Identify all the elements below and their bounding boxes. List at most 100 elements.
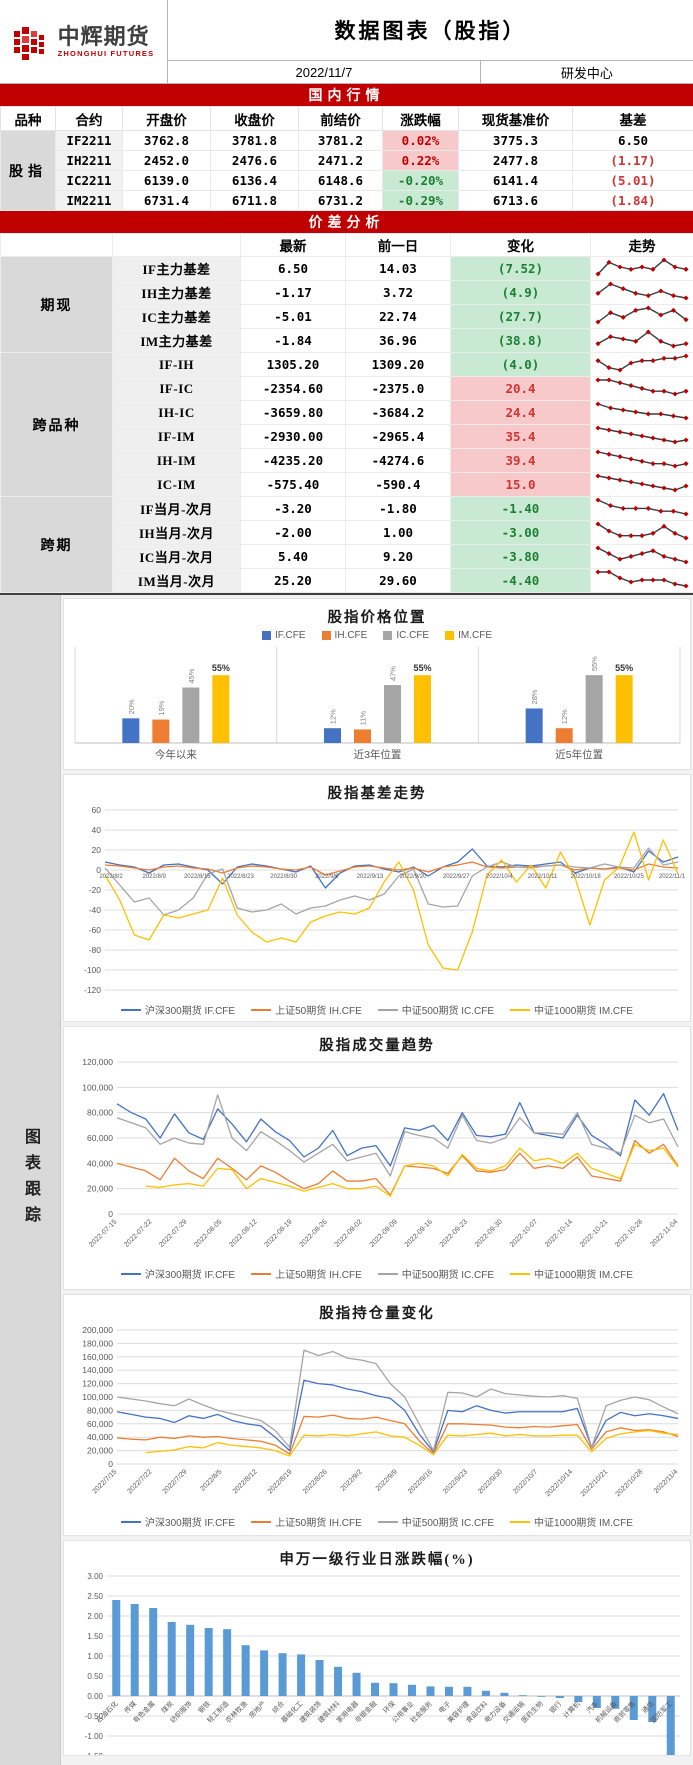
svg-text:20,000: 20,000 xyxy=(87,1446,113,1456)
trend-sparkline xyxy=(594,473,690,493)
svg-text:2022/10/4: 2022/10/4 xyxy=(486,874,513,880)
column-header: 基差 xyxy=(573,107,693,131)
spread-name-cell: IF主力基差 xyxy=(113,257,241,281)
svg-text:60: 60 xyxy=(91,805,101,815)
sparkline-cell xyxy=(591,545,693,569)
close-cell: 3781.8 xyxy=(211,131,299,151)
svg-text:20,000: 20,000 xyxy=(87,1184,113,1194)
change-cell: 20.4 xyxy=(451,377,591,401)
legend-item: 中证1000期货 IM.CFE xyxy=(510,1002,633,1017)
svg-text:2022/8/2: 2022/8/2 xyxy=(99,874,123,880)
svg-text:2022/10/21: 2022/10/21 xyxy=(579,1468,609,1498)
prev-day-cell: -1.80 xyxy=(346,497,451,521)
svg-text:2022/8/23: 2022/8/23 xyxy=(227,874,254,880)
legend-item: IC.CFE xyxy=(383,630,429,641)
legend-label: IF.CFE xyxy=(275,630,306,641)
trend-sparkline xyxy=(594,353,690,373)
svg-text:47%: 47% xyxy=(388,666,397,681)
latest-cell: -3.20 xyxy=(241,497,346,521)
legend-item: 中证500期货 IC.CFE xyxy=(378,1002,494,1017)
svg-text:-20: -20 xyxy=(88,885,101,895)
spread-name-cell: IH主力基差 xyxy=(113,281,241,305)
spot-benchmark-cell: 2477.8 xyxy=(459,151,573,171)
svg-text:2022/9/6: 2022/9/6 xyxy=(315,874,339,880)
market-header-row: 品种合约开盘价收盘价前结价涨跌幅现货基准价基差 xyxy=(1,107,693,131)
svg-text:-1.00: -1.00 xyxy=(84,1732,103,1741)
prev-day-cell: 14.03 xyxy=(346,257,451,281)
svg-text:近5年位置: 近5年位置 xyxy=(555,748,603,761)
column-header: 变化 xyxy=(451,234,591,257)
svg-text:2022/8/30: 2022/8/30 xyxy=(270,874,297,880)
svg-text:2.50: 2.50 xyxy=(87,1592,103,1601)
latest-cell: -2354.60 xyxy=(241,377,346,401)
group-cell: 期现 xyxy=(1,257,113,353)
open-cell: 2452.0 xyxy=(123,151,211,171)
svg-text:计算机: 计算机 xyxy=(560,1699,581,1720)
svg-text:20%: 20% xyxy=(126,699,135,714)
svg-text:120,000: 120,000 xyxy=(82,1379,113,1389)
svg-text:2022-07-29: 2022-07-29 xyxy=(158,1218,188,1248)
basis-cell: (1.17) xyxy=(573,151,693,171)
banner-spread-analysis: 价差分析 xyxy=(0,211,693,233)
prev-day-cell: 3.72 xyxy=(346,281,451,305)
svg-text:140,000: 140,000 xyxy=(82,1365,113,1375)
svg-text:2022/9/27: 2022/9/27 xyxy=(442,874,469,880)
header-subrow: 2022/11/7 研发中心 xyxy=(168,61,693,83)
prev-settle-cell: 6148.6 xyxy=(299,171,383,191)
latest-cell: -5.01 xyxy=(241,305,346,329)
svg-text:2022-07-22: 2022-07-22 xyxy=(123,1218,153,1248)
latest-cell: 1305.20 xyxy=(241,353,346,377)
svg-text:-80: -80 xyxy=(88,945,101,955)
prev-day-cell: -3684.2 xyxy=(346,401,451,425)
column-header: 品种 xyxy=(1,107,56,131)
legend-label: 中证1000期货 IM.CFE xyxy=(534,1002,633,1017)
sparkline-cell xyxy=(591,281,693,305)
spread-name-cell: IH-IM xyxy=(113,449,241,473)
column-header: 收盘价 xyxy=(211,107,299,131)
prev-day-cell: -2965.4 xyxy=(346,425,451,449)
legend-swatch xyxy=(510,1273,530,1275)
svg-text:煤炭: 煤炭 xyxy=(159,1699,175,1715)
latest-cell: -3659.80 xyxy=(241,401,346,425)
change-pct-cell: -0.20% xyxy=(383,171,459,191)
legend-swatch xyxy=(510,1009,530,1011)
spread-name-cell: IH-IC xyxy=(113,401,241,425)
sparkline-cell xyxy=(591,425,693,449)
trend-sparkline xyxy=(594,449,690,469)
spread-header-row: 最新前一日变化走势 xyxy=(1,234,693,257)
svg-text:2022/8/5: 2022/8/5 xyxy=(199,1468,223,1492)
close-cell: 6711.8 xyxy=(211,191,299,211)
legend-swatch xyxy=(445,631,454,640)
legend-item: 沪深300期货 IF.CFE xyxy=(121,1266,235,1281)
trend-sparkline xyxy=(594,329,690,349)
sparkline-cell xyxy=(591,521,693,545)
trend-sparkline xyxy=(594,401,690,421)
svg-text:2022/10/28: 2022/10/28 xyxy=(614,1468,644,1498)
latest-cell: -4235.20 xyxy=(241,449,346,473)
svg-text:2022-07-15: 2022-07-15 xyxy=(88,1218,118,1248)
svg-text:2022/11/1: 2022/11/1 xyxy=(658,874,685,880)
svg-text:2022-08-05: 2022-08-05 xyxy=(193,1218,223,1248)
open-cell: 6139.0 xyxy=(123,171,211,191)
spread-name-cell: IC当月-次月 xyxy=(113,545,241,569)
svg-text:2022/8/16: 2022/8/16 xyxy=(183,874,210,880)
sparkline-cell xyxy=(591,473,693,497)
latest-cell: -2930.00 xyxy=(241,425,346,449)
column-header: 前一日 xyxy=(346,234,451,257)
svg-text:2022/10/25: 2022/10/25 xyxy=(613,874,644,880)
legend-label: 上证50期货 IH.CFE xyxy=(275,1002,362,1017)
svg-text:12%: 12% xyxy=(560,709,569,724)
prev-day-cell: 1309.20 xyxy=(346,353,451,377)
svg-text:2022-10-28: 2022-10-28 xyxy=(614,1218,644,1248)
column-header: 最新 xyxy=(241,234,346,257)
prev-day-cell: 36.96 xyxy=(346,329,451,353)
legend-swatch xyxy=(121,1009,141,1011)
change-pct-cell: 0.02% xyxy=(383,131,459,151)
change-cell: 24.4 xyxy=(451,401,591,425)
